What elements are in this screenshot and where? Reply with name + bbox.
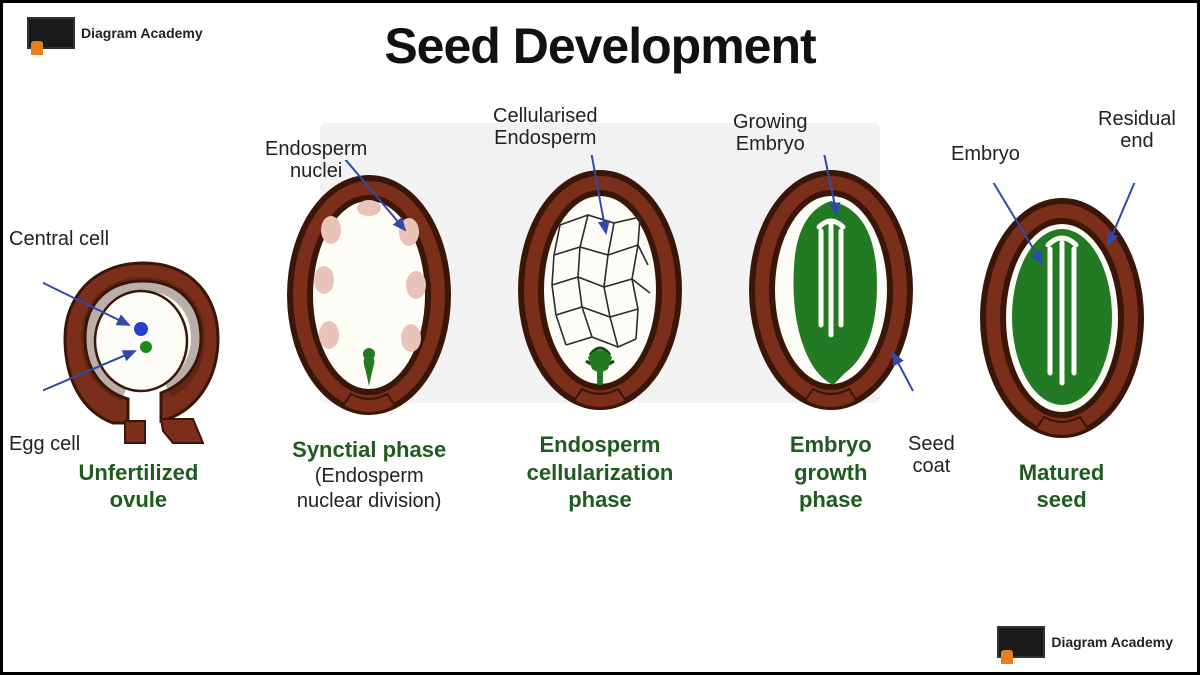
brand-logo-bottom: Diagram Academy bbox=[997, 626, 1173, 658]
stage-syncytial: Synctial phase (Endosperm nuclear divisi… bbox=[259, 80, 479, 514]
cellularization-diagram bbox=[510, 155, 690, 425]
brand-name: Diagram Academy bbox=[81, 25, 203, 41]
caption-syncytial: Synctial phase (Endosperm nuclear divisi… bbox=[292, 436, 446, 514]
caption-unfertilized: Unfertilized ovule bbox=[78, 459, 198, 514]
caption-main: Unfertilized ovule bbox=[78, 459, 198, 514]
stage-unfertilized: Unfertilized ovule bbox=[28, 103, 248, 514]
board-icon bbox=[997, 626, 1045, 658]
caption-cellularization: Endosperm cellularization phase bbox=[527, 431, 674, 514]
embryo-growth-diagram bbox=[741, 155, 921, 425]
stage-cellularization: Endosperm cellularization phase bbox=[490, 75, 710, 514]
ovule-diagram bbox=[43, 243, 233, 453]
matured-diagram bbox=[972, 183, 1152, 453]
caption-main: Synctial phase bbox=[292, 436, 446, 464]
brand-logo-top: Diagram Academy bbox=[27, 17, 203, 49]
board-icon bbox=[27, 17, 75, 49]
syncytial-diagram bbox=[279, 160, 459, 430]
caption-main: Matured seed bbox=[1019, 459, 1105, 514]
caption-sub: (Endosperm nuclear division) bbox=[292, 464, 446, 514]
caption-embryo-growth: Embryo growth phase bbox=[790, 431, 872, 514]
caption-main: Embryo growth phase bbox=[790, 431, 872, 514]
stage-embryo-growth: Embryo growth phase bbox=[721, 75, 941, 514]
caption-matured: Matured seed bbox=[1019, 459, 1105, 514]
stage-matured: Matured seed bbox=[952, 103, 1172, 514]
stages-row: Unfertilized ovule bbox=[3, 75, 1197, 514]
caption-main: Endosperm cellularization phase bbox=[527, 431, 674, 514]
brand-name: Diagram Academy bbox=[1051, 634, 1173, 650]
